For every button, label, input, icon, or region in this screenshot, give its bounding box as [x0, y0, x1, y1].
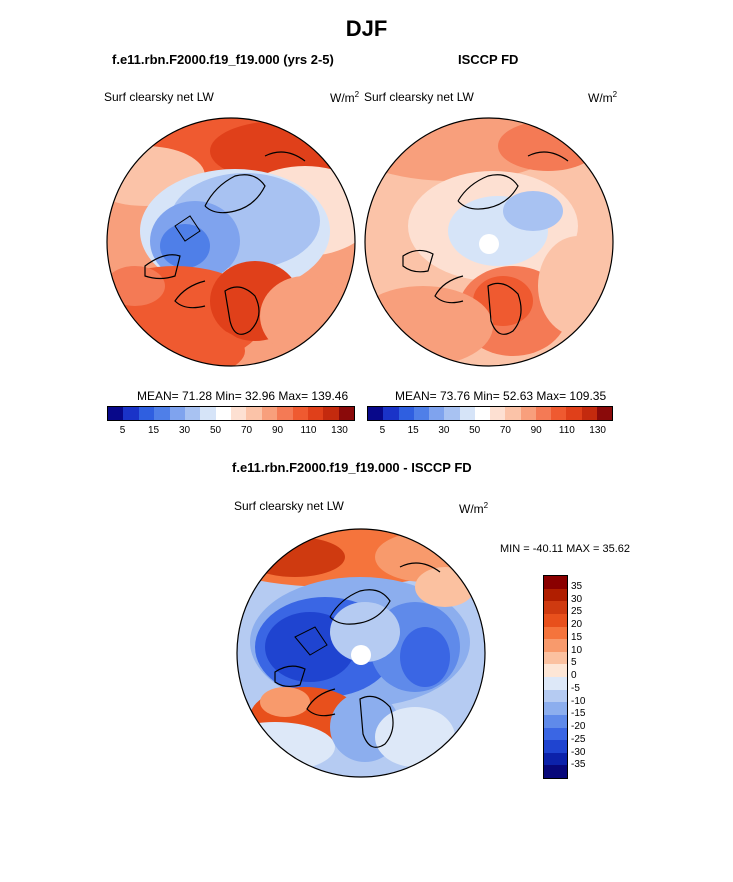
- colorbar-swatch: [544, 752, 567, 766]
- colorbar-swatch: [338, 407, 354, 420]
- colorbar-swatch: [544, 613, 567, 627]
- colorbar-tick-label: -35: [571, 759, 586, 771]
- colorbar-tick-label: -5: [571, 682, 580, 694]
- colorbar-tick-label: 30: [178, 425, 191, 436]
- colorbar-swatch: [413, 407, 429, 420]
- colorbar-tick-label: 70: [499, 425, 511, 436]
- colorbar-swatch: [231, 407, 247, 420]
- colorbar-tick-label: 15: [407, 425, 419, 436]
- colorbar-tick-label: 50: [209, 425, 222, 436]
- obs-field-label: Surf clearsky net LW: [364, 90, 474, 104]
- colorbar-swatch: [544, 702, 567, 715]
- colorbar-tick-label: 35: [571, 580, 583, 592]
- colorbar-swatch: [123, 407, 139, 420]
- colorbar-tick-label: 110: [300, 425, 317, 436]
- colorbar-swatch: [215, 407, 231, 420]
- colorbar-swatch: [261, 407, 278, 420]
- colorbar-swatch: [544, 639, 567, 652]
- colorbar-swatch: [383, 407, 399, 420]
- model-field-label: Surf clearsky net LW: [104, 90, 214, 104]
- colorbar-tick-label: -10: [571, 695, 586, 707]
- colorbar-tick-label: 25: [571, 606, 583, 618]
- colorbar-swatch: [544, 626, 567, 640]
- colorbar-swatch: [444, 407, 460, 420]
- colorbar-swatch: [544, 576, 567, 589]
- colorbar-swatch: [544, 689, 567, 703]
- colorbar-swatch: [505, 407, 521, 420]
- colorbar-tick-label: 90: [530, 425, 542, 436]
- colorbar-tick-label: 5: [571, 657, 577, 669]
- model-polar-map: [106, 117, 356, 367]
- colorbar-tick-label: 30: [438, 425, 450, 436]
- colorbar-tick-label: -25: [571, 733, 586, 745]
- colorbar-swatch: [581, 407, 597, 420]
- colorbar-swatch: [551, 407, 567, 420]
- obs-unit-label: W/m2: [588, 90, 618, 105]
- colorbar-tick-label: 15: [571, 631, 583, 643]
- colorbar-swatch: [535, 407, 551, 420]
- colorbar-tick-label: 10: [571, 644, 583, 656]
- colorbar-swatch: [246, 407, 262, 420]
- colorbar-swatch: [520, 407, 536, 420]
- colorbar-swatch: [544, 664, 567, 677]
- colorbar-tick-label: 130: [589, 425, 606, 436]
- colorbar-tick-label: -30: [571, 746, 586, 758]
- colorbar-swatch: [544, 601, 567, 614]
- colorbar-tick-label: 110: [558, 425, 575, 436]
- obs-colorbar: [367, 406, 613, 421]
- colorbar-tick-label: -20: [571, 721, 586, 732]
- colorbar-swatch: [544, 740, 567, 753]
- colorbar-swatch: [566, 407, 582, 420]
- colorbar-swatch: [398, 407, 414, 420]
- diff-unit-label: W/m2: [459, 501, 489, 516]
- diff-field-label: Surf clearsky net LW: [234, 499, 344, 513]
- colorbar-swatch: [544, 651, 567, 665]
- figure-title: DJF: [345, 16, 388, 41]
- colorbar-swatch: [323, 407, 339, 420]
- obs-polar-map: [364, 117, 614, 367]
- colorbar-swatch: [459, 407, 475, 420]
- colorbar-tick-label: 5: [379, 425, 386, 436]
- colorbar-tick-label: 5: [119, 425, 126, 436]
- colorbar-swatch: [596, 407, 612, 420]
- diff-panel-title: f.e11.rbn.F2000.f19_f19.000 - ISCCP FD: [232, 460, 472, 475]
- colorbar-swatch: [184, 407, 201, 420]
- diff-polar-map: [236, 528, 486, 778]
- diff-minmax: MIN = -40.11 MAX = 35.62: [500, 543, 631, 555]
- diff-colorbar: [543, 575, 568, 779]
- colorbar-tick-label: 70: [240, 425, 253, 436]
- colorbar-swatch: [429, 407, 445, 420]
- colorbar-tick-label: 0: [571, 670, 577, 681]
- colorbar-swatch: [292, 407, 308, 420]
- colorbar-tick-label: 15: [147, 425, 160, 436]
- colorbar-tick-label: -15: [571, 708, 586, 720]
- colorbar-swatch: [169, 407, 185, 420]
- colorbar-swatch: [544, 765, 567, 778]
- obs-stats: MEAN= 73.76 Min= 52.63 Max= 109.35: [395, 389, 607, 403]
- colorbar-swatch: [544, 677, 567, 690]
- colorbar-swatch: [277, 407, 293, 420]
- colorbar-swatch: [544, 714, 567, 728]
- model-unit-label: W/m2: [330, 90, 360, 105]
- colorbar-swatch: [544, 727, 567, 741]
- colorbar-swatch: [154, 407, 170, 420]
- colorbar-swatch: [368, 407, 384, 420]
- colorbar-swatch: [474, 407, 490, 420]
- model-stats: MEAN= 71.28 Min= 32.96 Max= 139.46: [137, 389, 349, 403]
- colorbar-swatch: [138, 407, 155, 420]
- colorbar-tick-label: 90: [271, 425, 284, 436]
- obs-panel-title: ISCCP FD: [458, 52, 519, 67]
- colorbar-swatch: [307, 407, 324, 420]
- model-panel-title: f.e11.rbn.F2000.f19_f19.000 (yrs 2-5): [112, 52, 334, 67]
- colorbar-swatch: [108, 407, 124, 420]
- colorbar-tick-label: 30: [571, 593, 583, 605]
- colorbar-swatch: [544, 588, 567, 602]
- colorbar-tick-label: 50: [469, 425, 481, 436]
- model-colorbar: [107, 406, 355, 421]
- colorbar-swatch: [200, 407, 216, 420]
- colorbar-swatch: [490, 407, 506, 420]
- colorbar-tick-label: 20: [571, 619, 583, 630]
- colorbar-tick-label: 130: [331, 425, 348, 436]
